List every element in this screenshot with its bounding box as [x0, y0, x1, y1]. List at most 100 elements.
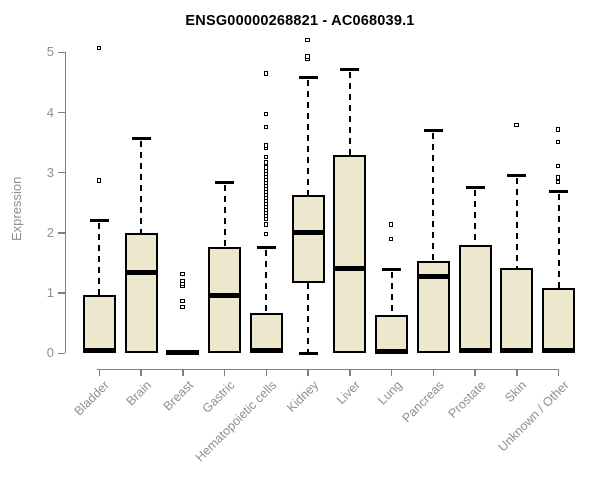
whisker-upper: [557, 193, 560, 289]
whisker-upper-cap: [298, 76, 318, 80]
box-liver: [333, 154, 367, 354]
median-line: [291, 230, 325, 236]
x-category-label: Hematopoietic cells: [192, 378, 280, 465]
whisker-upper: [515, 178, 518, 269]
median-line: [82, 348, 116, 354]
outlier-point: [263, 165, 269, 170]
x-category-label: Prostate: [445, 378, 488, 421]
y-tick-label: 1: [46, 285, 54, 301]
whisker-upper: [265, 250, 268, 313]
x-category-label: Breast: [160, 378, 196, 414]
whisker-upper: [98, 222, 101, 295]
x-category-label: Gastric: [199, 378, 238, 416]
y-axis-tick: [57, 232, 65, 234]
outlier-point: [555, 127, 561, 132]
median-line: [124, 269, 158, 275]
whisker-lower-cap: [298, 351, 318, 355]
outlier-point: [263, 71, 269, 76]
box-lung: [375, 314, 409, 354]
median-line: [416, 273, 450, 279]
y-axis-tick: [57, 352, 65, 355]
x-axis-tick: [390, 368, 393, 376]
x-category-label: Bladder: [71, 378, 113, 419]
x-axis-tick: [516, 368, 518, 376]
y-axis-tick: [57, 51, 65, 54]
whisker-upper-cap: [382, 268, 402, 272]
outlier-point: [555, 179, 561, 185]
x-axis-tick: [98, 368, 101, 376]
whisker-upper-cap: [340, 67, 360, 71]
x-category-label: Skin: [502, 378, 530, 406]
outlier-point: [263, 154, 269, 160]
x-category-label: Pancreas: [398, 378, 447, 426]
whisker-upper-cap: [465, 185, 485, 189]
x-axis-tick: [265, 368, 268, 376]
y-tick-label: 0: [46, 345, 54, 361]
outlier-point: [388, 222, 394, 227]
median-line: [458, 348, 492, 354]
x-axis-tick: [182, 368, 184, 376]
outlier-point: [263, 160, 269, 165]
median-line: [249, 348, 283, 354]
outlier-point: [263, 111, 269, 117]
x-category-label: Brain: [123, 378, 154, 409]
whisker-upper: [307, 80, 310, 195]
outlier-point: [555, 139, 561, 145]
whisker-upper: [348, 71, 351, 155]
outlier-point: [263, 222, 269, 227]
outlier-point: [180, 298, 185, 304]
y-tick-label: 4: [46, 104, 54, 120]
median-line: [208, 293, 242, 298]
outlier-point: [263, 124, 269, 130]
box-unknown-other: [542, 288, 576, 354]
whisker-upper-cap: [549, 189, 569, 193]
box-skin: [500, 268, 534, 354]
outlier-point: [96, 178, 102, 183]
box-brain: [124, 232, 158, 354]
outlier-point: [96, 45, 102, 51]
outlier-point: [555, 175, 561, 180]
median-line: [542, 348, 576, 354]
whisker-upper-cap: [423, 129, 443, 133]
whisker-upper-cap: [256, 246, 276, 250]
outlier-point: [263, 143, 269, 148]
x-axis-tick: [307, 368, 309, 376]
whisker-upper-cap: [507, 174, 527, 178]
y-tick-label: 5: [46, 44, 54, 60]
outlier-point: [180, 304, 185, 310]
box-kidney: [291, 194, 325, 284]
whisker-upper: [432, 133, 435, 262]
outlier-point: [555, 163, 561, 169]
whisker-upper: [390, 272, 393, 315]
box-bladder: [82, 294, 116, 354]
whisker-upper: [474, 189, 477, 245]
whisker-upper: [140, 140, 143, 233]
whisker-upper-cap: [215, 181, 235, 185]
box-hematopoietic-cells: [249, 312, 283, 354]
whisker-upper-cap: [89, 218, 109, 222]
y-axis-tick: [57, 111, 65, 114]
whisker-upper-cap: [131, 136, 151, 140]
outlier-point: [305, 54, 310, 59]
x-category-label: Kidney: [284, 378, 321, 415]
box-prostate: [458, 244, 492, 354]
x-axis-tick: [557, 368, 560, 376]
outlier-point: [514, 122, 519, 128]
y-axis-line: [64, 52, 66, 354]
x-axis-tick: [140, 368, 142, 376]
x-category-label: Liver: [333, 378, 363, 408]
x-category-label: Lung: [374, 378, 405, 408]
outlier-point: [180, 271, 185, 277]
median-line: [375, 348, 409, 354]
x-axis-tick: [474, 368, 476, 376]
y-axis-tick: [57, 171, 65, 174]
y-tick-label: 2: [46, 224, 54, 240]
whisker-lower: [307, 283, 310, 352]
median-line: [333, 265, 367, 271]
median-line: [166, 349, 200, 355]
outlier-point: [305, 37, 310, 42]
y-axis-tick: [57, 292, 65, 294]
y-tick-label: 3: [46, 164, 54, 180]
